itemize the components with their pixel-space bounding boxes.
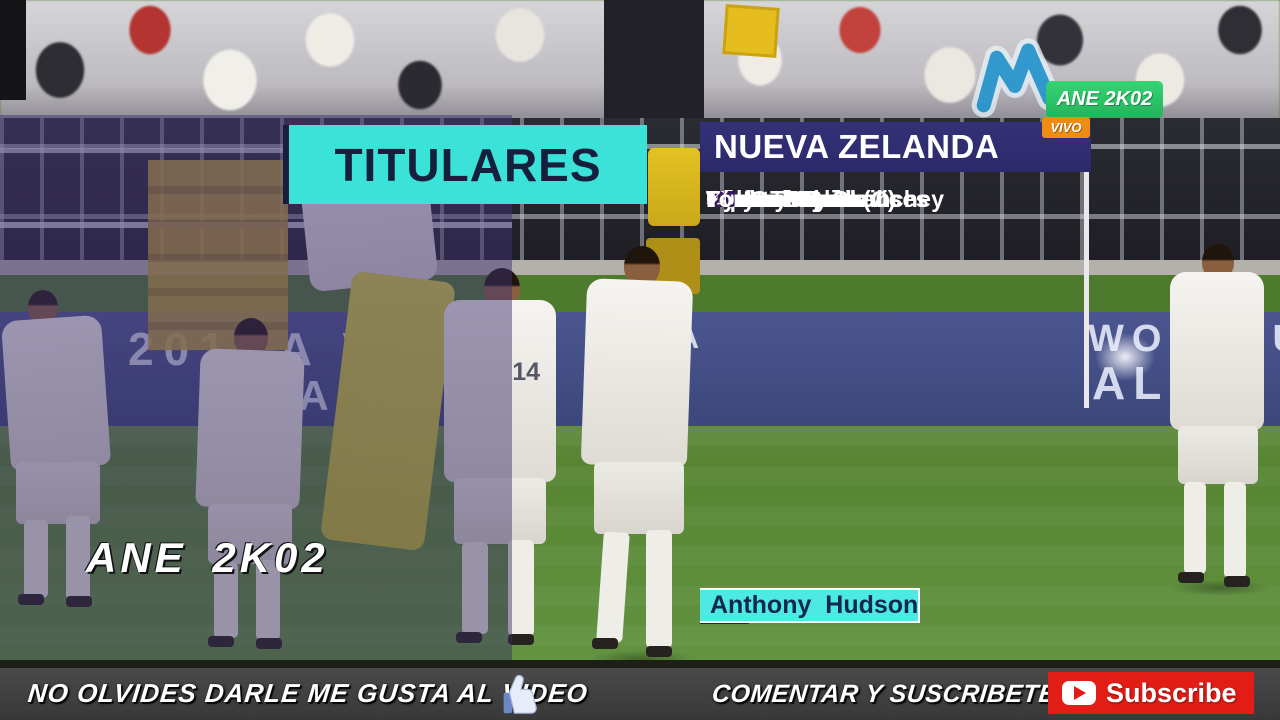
stadium-sign xyxy=(722,4,780,58)
player-number: 5 xyxy=(718,186,732,212)
thumbs-up-icon xyxy=(503,674,537,714)
player-number: 8 xyxy=(718,186,732,212)
photographer-gear xyxy=(1095,333,1155,381)
live-badge: VIVO xyxy=(1042,117,1090,138)
footer-bar: NO OLVIDES DARLE ME GUSTA AL VIDEO COMEN… xyxy=(0,668,1280,720)
channel-badge: ANE 2K02 xyxy=(1046,81,1163,118)
player-number: 2 xyxy=(718,186,732,212)
movistar-logo-icon xyxy=(971,38,1062,118)
footer-top-edge xyxy=(0,660,1280,668)
player-boot xyxy=(1224,576,1250,587)
player-number: 3 xyxy=(718,186,732,212)
player-number: 14 xyxy=(712,186,738,212)
player-number: 18 xyxy=(712,186,738,212)
coach-name: Anthony Hudson xyxy=(700,588,921,623)
yellow-seats xyxy=(648,148,700,226)
player-number: 11 xyxy=(712,186,738,212)
player-number: 15 xyxy=(712,186,738,212)
player-name: Deklan Wynne xyxy=(706,186,867,212)
player-boot xyxy=(592,638,618,649)
player-boot xyxy=(1178,572,1204,583)
player-boot xyxy=(508,634,534,645)
player-leg xyxy=(596,531,630,643)
tunnel xyxy=(604,0,704,122)
player-shorts xyxy=(1178,426,1258,484)
player-name: Marco Rojas xyxy=(706,186,847,212)
white-pole xyxy=(1084,168,1089,408)
player-name: Michael Boxxal xyxy=(706,186,884,212)
player-jersey xyxy=(580,278,694,468)
jersey-number: 14 xyxy=(512,358,540,386)
player-number: 7 xyxy=(718,186,732,212)
player-name: Clayton Lewis xyxy=(706,186,865,212)
player-name: Kip Colvey xyxy=(706,186,828,212)
player-name: Winston Reid (C) xyxy=(706,186,896,212)
lineup-title: TITULARES xyxy=(283,125,647,204)
player-leg xyxy=(646,530,672,648)
player-name: Tommy Smith xyxy=(706,186,860,212)
purple-video-tint xyxy=(0,115,512,660)
player-leg xyxy=(508,540,534,636)
player-name: Stefan Marinovic xyxy=(706,186,902,212)
player-figure xyxy=(580,246,698,670)
corner-shadow xyxy=(0,0,26,100)
player-leg xyxy=(1224,482,1246,578)
player-name: Michael McGleinchey xyxy=(706,186,945,212)
player-name: Ryan Thomas xyxy=(706,186,861,212)
team-name-header: NUEVA ZELANDA xyxy=(700,122,1091,172)
comment-text: COMENTAR Y SUSCRIBETE xyxy=(710,680,1058,708)
channel-watermark: ANE 2K02 xyxy=(86,534,329,581)
subscribe-button[interactable]: Subscribe xyxy=(1048,672,1254,714)
player-figure xyxy=(1164,244,1274,600)
player-shorts xyxy=(594,462,684,534)
player-leg xyxy=(1184,482,1206,574)
player-boot xyxy=(646,646,672,657)
player-number: 1 xyxy=(718,186,732,212)
coach-row: DT Anthony Hudson xyxy=(700,588,1087,624)
player-number: 20 xyxy=(712,186,738,212)
player-name: Kosta Barbarouses xyxy=(706,186,929,212)
player-jersey xyxy=(1170,272,1264,430)
subscribe-label: Subscribe xyxy=(1106,678,1237,708)
youtube-play-icon xyxy=(1062,681,1096,705)
